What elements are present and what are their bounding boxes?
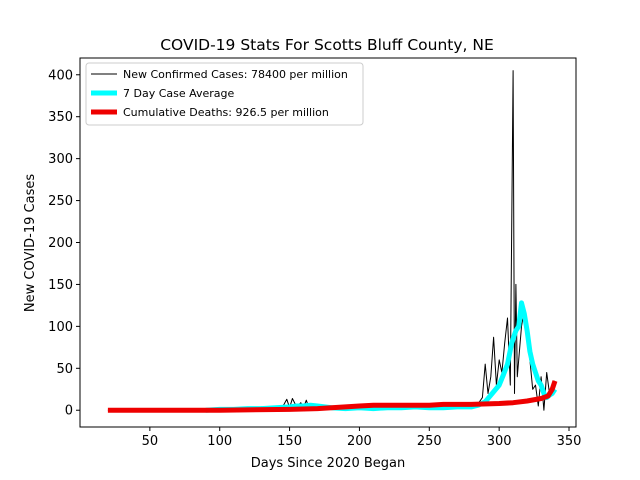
x-tick-label: 250 xyxy=(417,434,442,449)
legend-label-new_cases: New Confirmed Cases: 78400 per million xyxy=(123,68,348,81)
x-tick-label: 50 xyxy=(142,434,159,449)
y-tick-label: 0 xyxy=(65,404,73,419)
y-axis-title: New COVID-19 Cases xyxy=(23,174,38,312)
x-tick-label: 300 xyxy=(487,434,512,449)
legend-label-deaths: Cumulative Deaths: 926.5 per million xyxy=(123,106,329,119)
y-tick-label: 100 xyxy=(48,320,73,335)
legend-label-avg: 7 Day Case Average xyxy=(123,87,235,100)
legend-box xyxy=(85,62,364,126)
y-axis: 0 50 100 150 200 250 300 350 400 xyxy=(48,68,80,419)
y-tick-label: 250 xyxy=(48,194,73,209)
x-tick-label: 200 xyxy=(347,434,372,449)
x-tick-label: 350 xyxy=(557,434,582,449)
y-tick-label: 150 xyxy=(48,278,73,293)
y-tick-label: 200 xyxy=(48,236,73,251)
y-tick-label: 350 xyxy=(48,110,73,125)
series-line-deaths xyxy=(107,380,558,413)
chart-title: COVID-19 Stats For Scotts Bluff County, … xyxy=(160,36,494,54)
y-tick-label: 300 xyxy=(48,152,73,167)
x-axis-title: Days Since 2020 Began xyxy=(251,456,406,471)
y-tick-label: 400 xyxy=(48,68,73,83)
y-tick-label: 50 xyxy=(56,362,73,377)
x-tick-label: 150 xyxy=(277,434,302,449)
legend: New Confirmed Cases: 78400 per million 7 … xyxy=(85,62,364,126)
x-axis: 50 100 150 200 250 300 350 xyxy=(142,427,582,449)
x-tick-label: 100 xyxy=(207,434,232,449)
series-layer xyxy=(107,70,558,413)
plot-area xyxy=(107,70,558,413)
